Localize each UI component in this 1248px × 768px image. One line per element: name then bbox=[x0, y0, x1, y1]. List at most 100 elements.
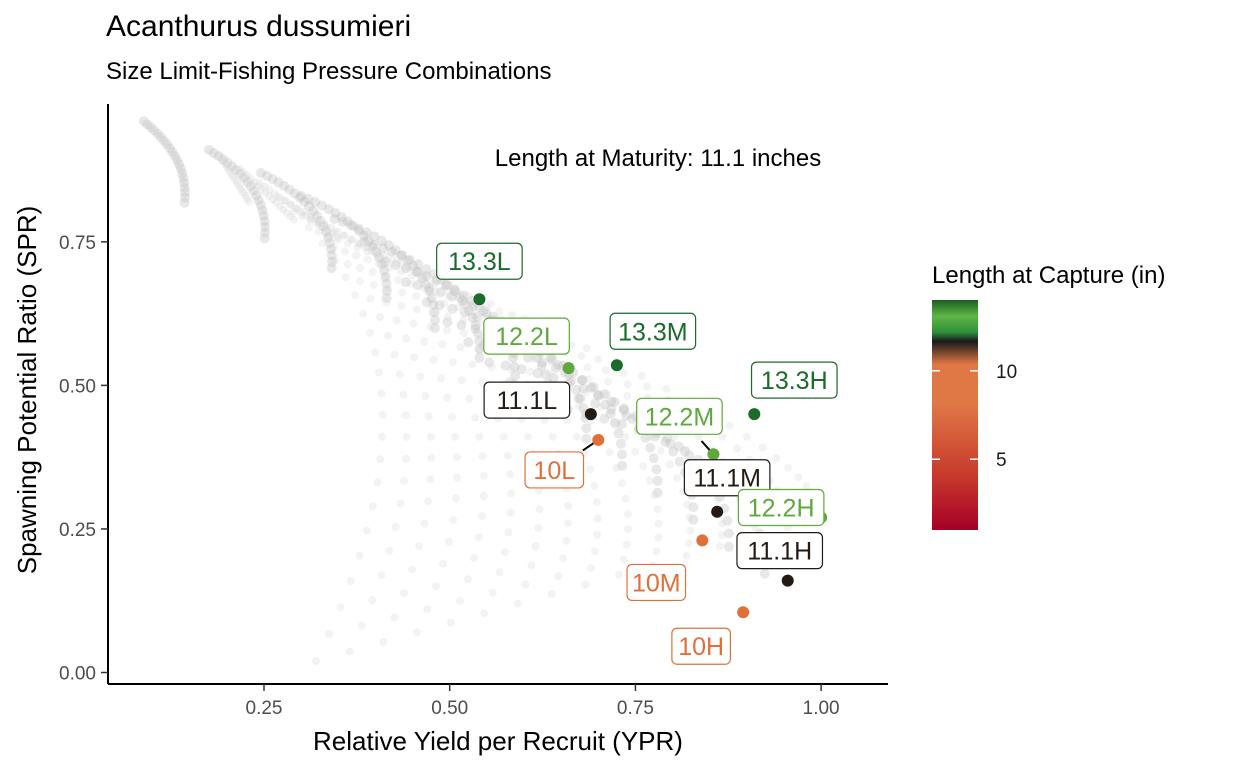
cloud-point bbox=[619, 403, 629, 414]
cloud-point bbox=[282, 209, 291, 217]
point-label-box bbox=[750, 361, 838, 399]
cloud-point bbox=[376, 455, 385, 464]
cloud-point bbox=[452, 453, 461, 461]
cloud-point bbox=[571, 384, 582, 395]
point-label: 10L bbox=[524, 451, 585, 489]
colorbar-tick-label: 10 bbox=[996, 362, 1017, 383]
cloud-point bbox=[577, 351, 586, 360]
cloud-point bbox=[413, 628, 421, 637]
cloud-point bbox=[465, 394, 474, 403]
cloud-point bbox=[431, 582, 440, 591]
cloud-point bbox=[239, 168, 248, 177]
cloud-point bbox=[412, 267, 421, 276]
cloud-point bbox=[554, 572, 563, 581]
cloud-point bbox=[606, 404, 617, 415]
cloud-point bbox=[352, 251, 361, 260]
cloud-point bbox=[547, 354, 558, 364]
point-label: 11.1L bbox=[483, 381, 571, 419]
cloud-point bbox=[650, 491, 659, 499]
cloud-point bbox=[380, 251, 389, 260]
cloud-point bbox=[624, 525, 632, 534]
cloud-point bbox=[478, 452, 487, 461]
cloud-point bbox=[294, 192, 305, 203]
cloud-point bbox=[802, 482, 811, 491]
cloud-point bbox=[401, 411, 410, 420]
cloud-point bbox=[559, 554, 568, 563]
cloud-point bbox=[360, 243, 369, 251]
cloud-point bbox=[375, 368, 383, 377]
cloud-point bbox=[600, 399, 611, 410]
x-tick-label: 1.00 bbox=[803, 698, 840, 719]
cloud-point bbox=[381, 293, 392, 304]
cloud-point bbox=[622, 540, 631, 549]
cloud-point bbox=[474, 533, 483, 541]
cloud-point bbox=[423, 605, 432, 614]
cloud-point bbox=[213, 151, 224, 161]
cloud-point bbox=[289, 207, 298, 216]
cloud-point bbox=[428, 309, 437, 317]
cloud-point bbox=[329, 243, 338, 252]
cloud-point bbox=[578, 383, 589, 394]
cloud-point bbox=[637, 372, 646, 380]
cloud-point bbox=[408, 565, 417, 574]
y-tick-label: 0.75 bbox=[59, 233, 96, 254]
cloud-point bbox=[378, 432, 387, 441]
cloud-point bbox=[618, 404, 627, 413]
cloud-point bbox=[391, 523, 400, 531]
cloud-point bbox=[369, 280, 378, 289]
cloud-point bbox=[296, 207, 305, 216]
point-label-text: 11.1L bbox=[496, 387, 557, 415]
cloud-point bbox=[226, 161, 237, 172]
cloud-point bbox=[609, 397, 620, 407]
cloud-point bbox=[273, 192, 282, 201]
cloud-point bbox=[392, 259, 401, 268]
cloud-point bbox=[348, 221, 359, 231]
cloud-point bbox=[588, 382, 599, 392]
cloud-point bbox=[304, 223, 313, 232]
cloud-point bbox=[535, 505, 544, 514]
cloud-point bbox=[432, 287, 440, 296]
cloud-point bbox=[521, 580, 530, 589]
cloud-point bbox=[320, 219, 329, 228]
chart-subtitle: Size Limit-Fishing Pressure Combinations bbox=[106, 58, 552, 85]
cloud-point bbox=[733, 444, 742, 453]
cloud-point bbox=[303, 193, 314, 204]
cloud-point bbox=[713, 496, 722, 505]
cloud-point bbox=[458, 290, 469, 301]
cloud-point bbox=[353, 225, 364, 236]
cloud-point bbox=[581, 423, 592, 434]
cloud-point bbox=[537, 357, 548, 368]
y-tick-label: 0.00 bbox=[59, 664, 96, 685]
cloud-point bbox=[587, 563, 595, 572]
cloud-point bbox=[412, 292, 420, 301]
cloud-point bbox=[382, 298, 391, 307]
cloud-point bbox=[346, 577, 355, 585]
cloud-point bbox=[639, 462, 648, 471]
cloud-point bbox=[627, 413, 638, 424]
cloud-point bbox=[345, 220, 356, 231]
cloud-point bbox=[553, 360, 564, 371]
cloud-point bbox=[619, 555, 628, 564]
cloud-point bbox=[716, 542, 725, 551]
cloud-point bbox=[374, 253, 385, 263]
cloud-point bbox=[257, 185, 266, 194]
cloud-point bbox=[354, 239, 362, 248]
cloud-point bbox=[668, 446, 679, 457]
cloud-point bbox=[327, 223, 336, 232]
point-label-box bbox=[483, 317, 570, 355]
cloud-point bbox=[379, 637, 388, 646]
cloud-point bbox=[343, 239, 352, 248]
cloud-point bbox=[454, 303, 463, 312]
cloud-point bbox=[523, 352, 533, 363]
cloud-point bbox=[298, 211, 306, 220]
cloud-point bbox=[662, 385, 671, 394]
cloud-point bbox=[504, 528, 513, 537]
cloud-point bbox=[259, 216, 270, 227]
cloud-point bbox=[645, 476, 654, 485]
point-label-box bbox=[609, 312, 697, 350]
cloud-point bbox=[582, 344, 591, 353]
cloud-point bbox=[381, 271, 390, 280]
cloud-point bbox=[435, 287, 446, 298]
cloud-point bbox=[279, 180, 290, 191]
